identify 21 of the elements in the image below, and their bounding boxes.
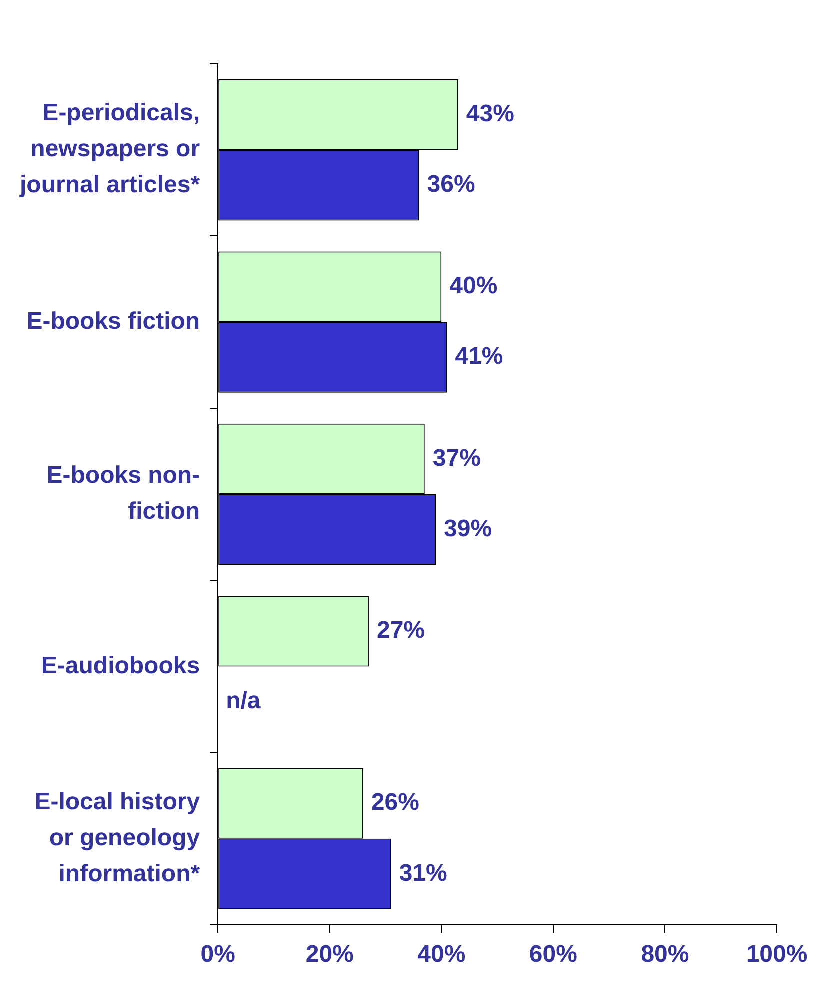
y-tick-label: E-books non-fiction [46, 462, 200, 526]
x-tick-label: 0% [200, 941, 236, 968]
y-tick-label: E-periodicals, newspapers or journal articles* [18, 100, 201, 199]
data-label: 43% [466, 100, 514, 128]
x-tick-label: 100% [746, 941, 808, 968]
text: n/a [226, 688, 261, 715]
data-label: 40% [450, 272, 498, 300]
y-tick-label: E-books fiction [26, 308, 200, 335]
x-tick-label: 40% [418, 941, 466, 968]
x-tick-label: 60% [529, 941, 578, 968]
data-label: 36% [427, 171, 476, 198]
y-tick-label: E-audiobooks [41, 652, 200, 680]
data-label: 26% [371, 789, 420, 816]
data-label: 27% [376, 617, 426, 644]
data-label: 31% [399, 860, 448, 887]
x-tick-label: 20% [306, 941, 354, 968]
y-tick-label: E-local history or geneology information* [34, 788, 201, 888]
data-label: 41% [455, 343, 504, 370]
data-label: 37% [432, 444, 481, 472]
x-tick-label: 80% [641, 941, 690, 968]
data-label: 39% [444, 515, 492, 542]
